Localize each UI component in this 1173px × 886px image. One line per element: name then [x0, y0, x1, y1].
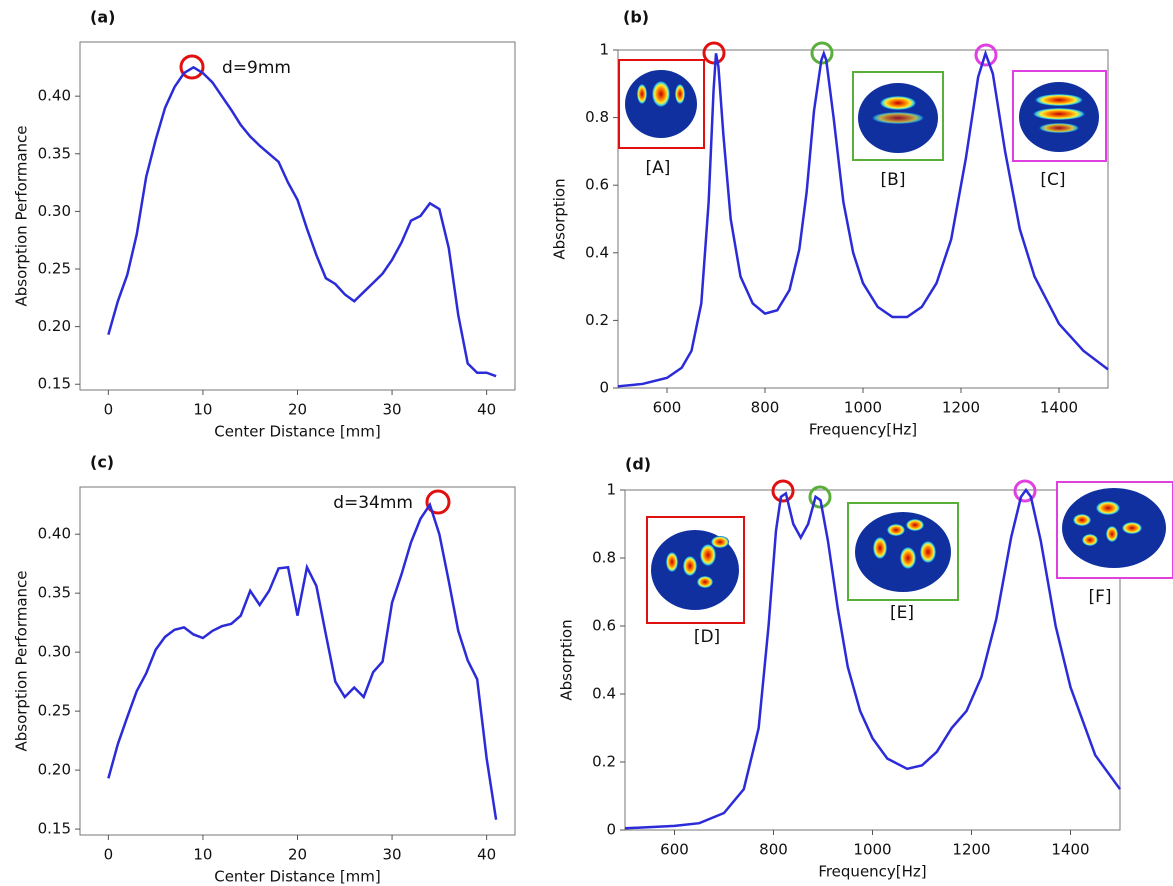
y-axis-label: Absorption	[558, 619, 576, 700]
y-tick-label: 0.8	[592, 549, 616, 567]
y-tick-label: 0.35	[38, 144, 71, 162]
data-line	[617, 49, 1109, 388]
x-axis-label: Center Distance [mm]	[214, 868, 381, 886]
inset-label: [A]	[646, 158, 671, 178]
x-tick-label: 40	[477, 401, 496, 419]
y-tick-label: 0.4	[585, 243, 609, 261]
plot-frame	[79, 41, 516, 391]
panel-label: (c)	[90, 453, 114, 472]
x-tick-label: 1200	[952, 841, 990, 859]
x-tick-label: 1400	[1051, 841, 1089, 859]
x-axis-label: Frequency[Hz]	[809, 421, 917, 439]
x-tick-label: 1000	[853, 841, 891, 859]
y-tick-label: 0.15	[38, 820, 71, 838]
x-tick-label: 20	[288, 401, 307, 419]
y-axis-label: Absorption	[551, 178, 569, 259]
x-tick-label: 1400	[1040, 399, 1078, 417]
x-tick-label: 800	[751, 399, 780, 417]
y-tick-label: 0.6	[592, 617, 616, 635]
y-tick-label: 0.30	[38, 643, 71, 661]
x-tick-label: 600	[660, 841, 689, 859]
panel-label: (a)	[90, 8, 115, 27]
inset	[1056, 481, 1173, 579]
inset	[1012, 70, 1107, 162]
inset	[646, 516, 745, 624]
data-line	[107, 65, 497, 378]
y-tick-label: 0.4	[592, 685, 616, 703]
x-tick-label: 10	[193, 846, 212, 864]
y-tick-label: 0.8	[585, 108, 609, 126]
y-tick-label: 0	[606, 821, 616, 839]
inset-label: [D]	[694, 627, 720, 647]
peak-label: d=9mm	[222, 58, 291, 78]
y-tick-label: 0.15	[38, 375, 71, 393]
y-axis-label: Absorption Performance	[13, 570, 31, 751]
y-tick-label: 0.25	[38, 702, 71, 720]
y-tick-label: 0	[599, 379, 609, 397]
panel-label: (d)	[625, 455, 651, 474]
y-axis-label: Absorption Performance	[13, 125, 31, 306]
y-tick-label: 0.6	[585, 176, 609, 194]
x-tick-label: 800	[759, 841, 788, 859]
x-tick-label: 10	[193, 401, 212, 419]
panel-label: (b)	[623, 8, 649, 27]
x-axis-label: Center Distance [mm]	[214, 423, 381, 441]
y-tick-label: 0.40	[38, 87, 71, 105]
plot-frame	[79, 486, 516, 836]
y-tick-label: 0.35	[38, 584, 71, 602]
x-tick-label: 20	[288, 846, 307, 864]
inset	[852, 71, 944, 161]
data-line	[624, 487, 1122, 830]
inset-label: [B]	[881, 170, 906, 190]
x-tick-label: 40	[477, 846, 496, 864]
inset-label: [C]	[1040, 170, 1065, 190]
x-axis-label: Frequency[Hz]	[818, 863, 926, 881]
x-tick-label: 1200	[942, 399, 980, 417]
y-tick-label: 0.2	[585, 311, 609, 329]
inset-label: [F]	[1088, 587, 1111, 607]
inset-label: [E]	[890, 603, 914, 623]
data-line	[107, 501, 498, 820]
x-tick-label: 0	[104, 846, 114, 864]
inset	[847, 502, 959, 601]
peak-markers	[179, 41, 1037, 515]
x-tick-label: 0	[104, 401, 114, 419]
inset	[618, 59, 705, 149]
y-tick-label: 0.25	[38, 260, 71, 278]
y-tick-label: 1	[599, 41, 609, 59]
x-tick-label: 600	[653, 399, 682, 417]
x-tick-label: 30	[383, 846, 402, 864]
y-tick-label: 0.2	[592, 753, 616, 771]
x-tick-label: 1000	[844, 399, 882, 417]
y-tick-label: 0.30	[38, 202, 71, 220]
y-tick-label: 0.20	[38, 317, 71, 335]
y-tick-label: 0.20	[38, 761, 71, 779]
y-tick-label: 1	[606, 481, 616, 499]
x-tick-label: 30	[383, 401, 402, 419]
y-tick-label: 0.40	[38, 525, 71, 543]
peak-label: d=34mm	[333, 493, 413, 513]
